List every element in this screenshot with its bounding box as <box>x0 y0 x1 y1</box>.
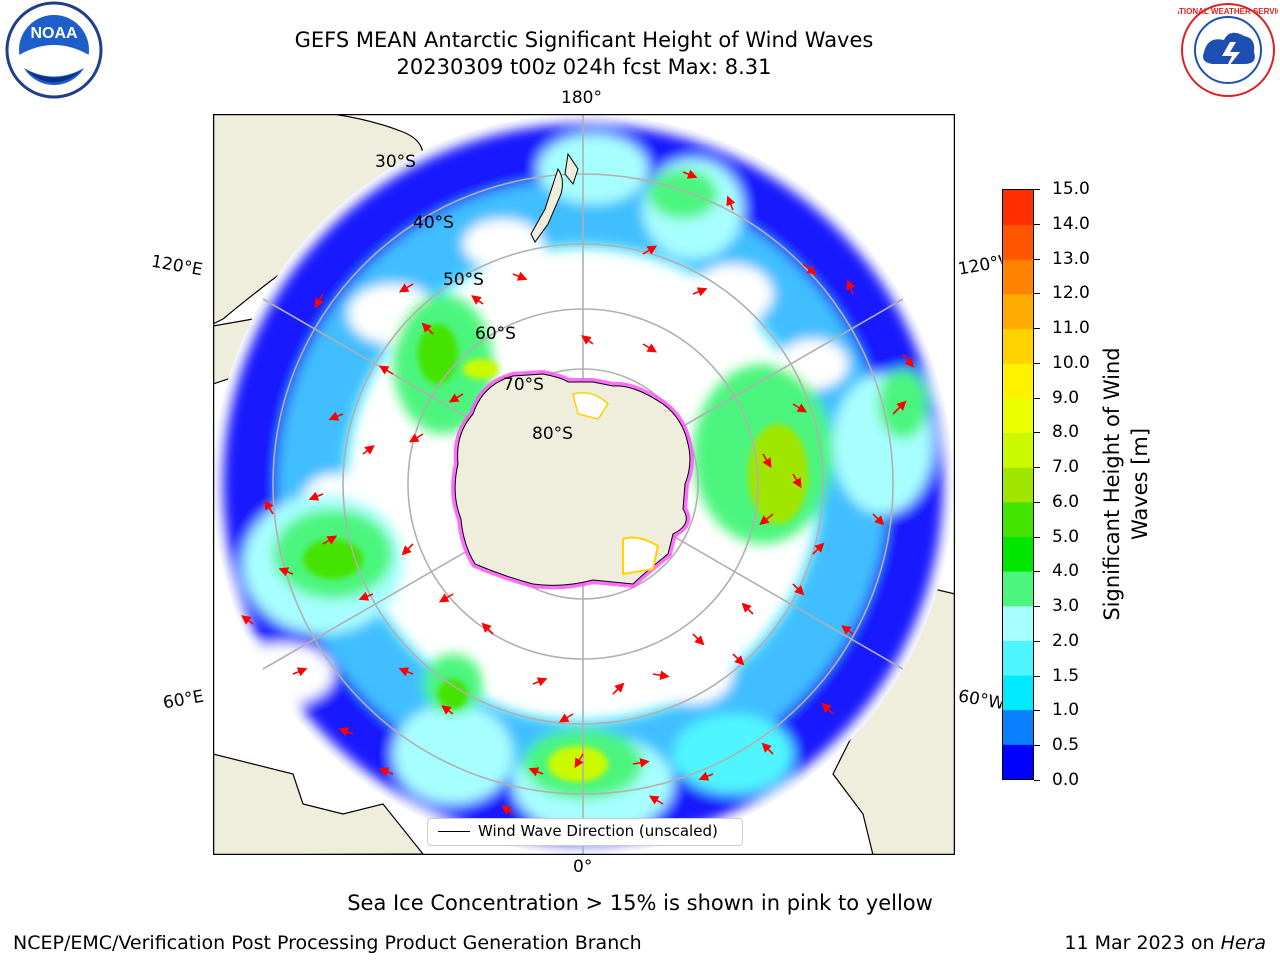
colorbar-swatch <box>1003 328 1033 364</box>
colorbar-swatch <box>1003 224 1033 260</box>
colorbar-label-line1: Significant Height of Wind <box>1100 347 1124 621</box>
colorbar-tick-label: 0.5 <box>1052 735 1080 756</box>
colorbar-label-line2: Waves [m] <box>1128 427 1152 541</box>
colorbar-swatch <box>1003 536 1033 572</box>
noaa-logo: NOAA <box>4 0 104 100</box>
map-legend: Wind Wave Direction (unscaled) <box>427 818 743 846</box>
colorbar-tick-mark <box>1034 675 1040 677</box>
colorbar-tick-mark <box>1034 223 1040 225</box>
antarctica <box>451 369 694 590</box>
date-label: 11 Mar 2023 on <box>1064 932 1221 954</box>
colorbar-tick-mark <box>1034 467 1040 469</box>
colorbar-swatch <box>1003 190 1033 226</box>
colorbar-tick-label: 7.0 <box>1052 457 1080 478</box>
colorbar-tick-mark <box>1034 780 1040 781</box>
chart-title: GEFS MEAN Antarctic Significant Height o… <box>294 28 874 52</box>
colorbar-tick-label: 12.0 <box>1052 283 1090 304</box>
colorbar-swatch <box>1003 397 1033 434</box>
colorbar-tick-mark <box>1034 710 1040 712</box>
lat-label-70s: 70°S <box>503 375 544 395</box>
date-text: 11 Mar 2023 on Hera <box>1064 932 1266 954</box>
colorbar-tick-label: 5.0 <box>1052 526 1080 547</box>
new-zealand <box>530 152 579 243</box>
colorbar-swatch <box>1003 467 1033 503</box>
colorbar-swatch <box>1003 432 1033 468</box>
colorbar-tick-label: 6.0 <box>1052 491 1080 512</box>
sea-ice-note: Sea Ice Concentration > 15% is shown in … <box>347 891 933 915</box>
colorbar-swatch <box>1003 744 1033 780</box>
colorbar-tick-label: 4.0 <box>1052 561 1080 582</box>
colorbar-tick-label: 11.0 <box>1052 318 1090 339</box>
colorbar-swatch <box>1003 363 1033 399</box>
colorbar-swatch <box>1003 675 1033 711</box>
colorbar-swatch <box>1003 571 1033 607</box>
colorbar-swatch <box>1003 293 1033 330</box>
lon-label-0: 0° <box>573 857 593 877</box>
lat-label-40s: 40°S <box>413 213 454 233</box>
colorbar-tick-label: 10.0 <box>1052 352 1090 373</box>
colorbar-tick-label: 15.0 <box>1052 179 1090 199</box>
wave-direction-arrows <box>241 169 914 835</box>
lon-label-180: 180° <box>561 88 602 108</box>
noaa-logo-text: NOAA <box>30 25 78 42</box>
colorbar-tick-mark <box>1034 189 1040 190</box>
colorbar-swatch <box>1003 501 1033 537</box>
lat-label-60s: 60°S <box>475 324 516 344</box>
lat-label-30s: 30°S <box>375 152 416 172</box>
colorbar-swatches <box>1003 190 1033 780</box>
colorbar-swatch <box>1003 709 1033 745</box>
colorbar-tick-mark <box>1034 258 1040 260</box>
colorbar-tick-mark <box>1034 328 1040 330</box>
nws-logo: NATIONAL WEATHER SERVICE <box>1168 2 1280 98</box>
colorbar-tick-label: 3.0 <box>1052 596 1080 617</box>
colorbar-tick-label: 1.5 <box>1052 665 1080 686</box>
colorbar-tick-mark <box>1034 397 1040 399</box>
lat-label-80s: 80°S <box>532 424 573 444</box>
lon-label-120e: 120°E <box>149 251 205 281</box>
map-svg <box>212 113 956 856</box>
lon-label-120w: 120°W <box>956 252 1004 280</box>
legend-label: Wind Wave Direction (unscaled) <box>478 822 718 840</box>
colorbar-tick-mark <box>1034 501 1040 503</box>
colorbar-swatch <box>1003 259 1033 295</box>
colorbar-tick-label: 13.0 <box>1052 248 1090 269</box>
chart-subtitle: 20230309 t00z 024h fcst Max: 8.31 <box>396 55 772 79</box>
lat-label-50s: 50°S <box>443 270 484 290</box>
colorbar-tick-mark <box>1034 536 1040 538</box>
colorbar-tick-mark <box>1034 745 1040 747</box>
colorbar-tick-label: 0.0 <box>1052 770 1080 790</box>
colorbar-tick-mark <box>1034 293 1040 295</box>
colorbar-swatch <box>1003 605 1033 641</box>
colorbar-tick-label: 14.0 <box>1052 213 1090 234</box>
credit-text: NCEP/EMC/Verification Post Processing Pr… <box>13 932 642 954</box>
colorbar-tick-mark <box>1034 432 1040 434</box>
lon-label-60w: 60°W <box>956 686 1004 714</box>
legend-line <box>438 831 470 832</box>
colorbar-tick-mark <box>1034 640 1040 642</box>
colorbar-tick-mark <box>1034 571 1040 573</box>
host-label: Hera <box>1220 932 1266 954</box>
colorbar-tick-label: 9.0 <box>1052 387 1080 408</box>
colorbar-tick-label: 1.0 <box>1052 700 1080 721</box>
colorbar-tick-label: 8.0 <box>1052 422 1080 443</box>
colorbar <box>1002 189 1034 780</box>
colorbar-tick-label: 2.0 <box>1052 630 1080 651</box>
colorbar-tick-mark <box>1034 606 1040 608</box>
colorbar-tick-mark <box>1034 362 1040 364</box>
colorbar-swatch <box>1003 640 1033 676</box>
antarctic-map <box>212 113 956 856</box>
lon-label-60e: 60°E <box>161 686 206 714</box>
nws-logo-text: NATIONAL WEATHER SERVICE <box>1178 7 1278 16</box>
